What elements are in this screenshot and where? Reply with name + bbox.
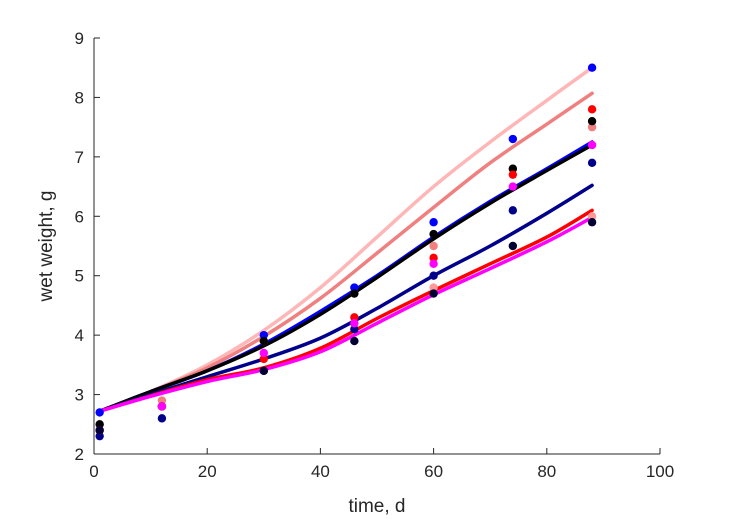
data-point [429, 283, 438, 292]
data-point [157, 414, 167, 423]
x-tick-label: 20 [198, 462, 217, 481]
data-point [95, 420, 104, 429]
data-point [508, 241, 518, 251]
data-point [508, 206, 518, 215]
axes: 0 20 40 60 80 100 2 3 4 5 6 7 8 9 [75, 29, 675, 481]
data-point [429, 259, 438, 269]
data-point [157, 396, 167, 405]
x-tick-label: 0 [89, 462, 98, 481]
data-point [587, 212, 597, 221]
data-point [508, 164, 518, 173]
data-point [429, 218, 438, 227]
y-tick-label: 6 [75, 207, 84, 226]
series-line [97, 215, 594, 413]
data-point [429, 229, 438, 239]
axis-labels: time, d wet weight, g [36, 191, 406, 517]
data-point [587, 105, 597, 114]
y-tick-label: 7 [75, 148, 84, 167]
data-point [350, 289, 359, 298]
data-point [587, 117, 597, 126]
data-point [508, 182, 518, 191]
data-point [587, 140, 597, 150]
y-tick-label: 2 [75, 445, 84, 464]
y-axis-label: wet weight, g [36, 191, 57, 303]
data-point [587, 218, 597, 227]
data-point [157, 402, 167, 411]
data-point [508, 134, 518, 144]
data-point [259, 348, 268, 358]
data-point [508, 170, 518, 179]
data-point [587, 122, 597, 132]
data-point [259, 354, 268, 364]
data-point [587, 158, 597, 167]
y-tick-label: 9 [75, 29, 84, 48]
data-point [429, 253, 438, 263]
x-tick-label: 100 [646, 462, 674, 481]
data-point [259, 366, 268, 375]
data-point [429, 289, 438, 298]
data-point [350, 283, 359, 292]
data-point [95, 431, 104, 441]
data-points [95, 63, 597, 441]
data-point [350, 325, 359, 334]
y-tick-label: 4 [75, 326, 84, 345]
data-point [95, 426, 104, 435]
x-tick-label: 80 [537, 462, 556, 481]
data-point [587, 63, 597, 72]
data-point [259, 330, 268, 340]
y-tick-label: 3 [75, 386, 84, 405]
data-point [95, 408, 104, 417]
x-axis-label: time, d [348, 496, 405, 517]
data-point [429, 271, 438, 280]
x-tick-label: 40 [311, 462, 330, 481]
series-line [97, 65, 594, 413]
x-tick-label: 60 [424, 462, 443, 481]
data-point [429, 241, 438, 251]
data-point [350, 336, 359, 346]
y-tick-label: 5 [75, 267, 84, 286]
data-point [350, 319, 359, 328]
data-point [350, 313, 359, 322]
data-point [259, 336, 268, 346]
series-lines [97, 65, 594, 413]
y-tick-label: 8 [75, 88, 84, 107]
